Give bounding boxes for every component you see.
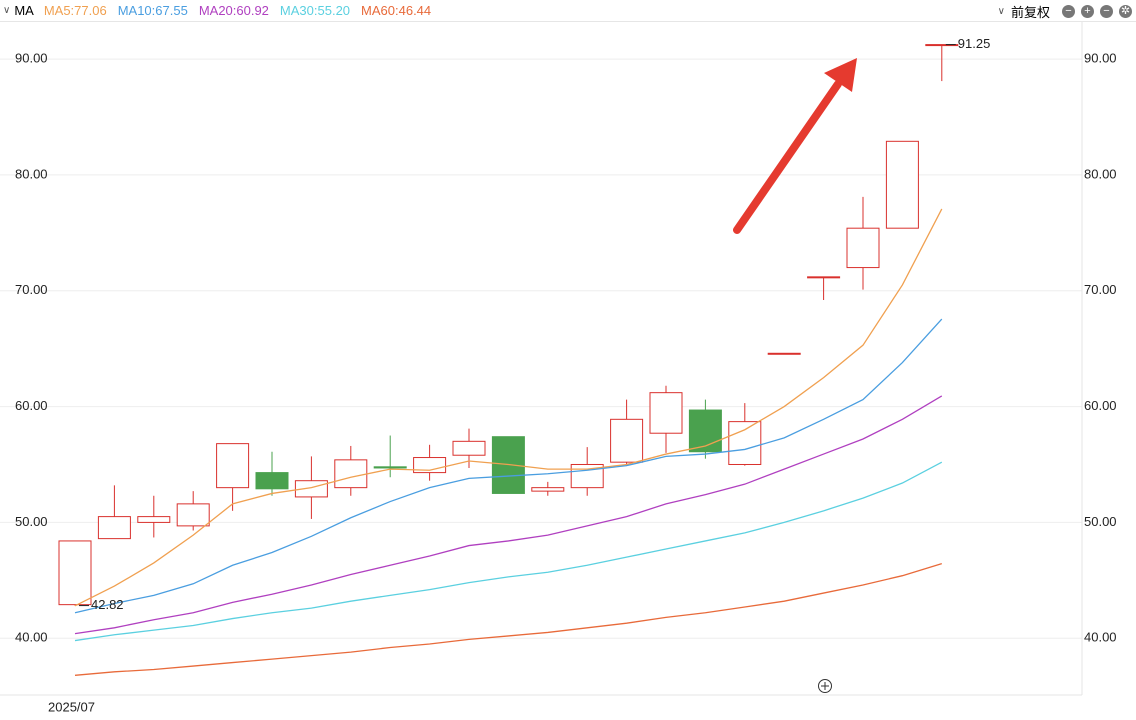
candle-body (216, 443, 250, 489)
legend: MA5:77.06 MA10:67.55 MA20:60.92 MA30:55.20 M… (44, 3, 442, 18)
ma-line (74, 563, 942, 676)
candle (688, 399, 722, 459)
legend-entry: MA30:55.20 (279, 3, 351, 18)
candle-body (610, 418, 644, 463)
candle (846, 196, 880, 290)
candle (925, 44, 959, 82)
zoom-out[interactable]: − (1062, 4, 1075, 18)
y-tick-label: 90.00 (15, 51, 48, 66)
zoom-in[interactable]: + (1081, 4, 1094, 18)
settings[interactable]: ✲ (1119, 4, 1132, 18)
candle-body (176, 503, 210, 527)
candle (176, 491, 210, 531)
candle (334, 445, 368, 496)
x-tick-label: 2025/07 (48, 699, 95, 714)
candle (58, 540, 92, 606)
y-tick-label: 80.00 (15, 166, 48, 181)
ma-line (74, 461, 943, 642)
candle-body (334, 459, 368, 489)
candle (807, 276, 841, 301)
candle-body (570, 463, 604, 489)
ma-line (74, 395, 943, 635)
candle-body (452, 440, 486, 456)
y-tick-label: 40.00 (15, 630, 48, 645)
candle (255, 451, 289, 496)
candle-body (885, 140, 919, 229)
candle (531, 481, 565, 496)
ma-line (74, 208, 943, 607)
candle-body (767, 352, 801, 355)
arrow (733, 58, 857, 234)
candle (294, 456, 328, 519)
y-tick-label-right: 60.00 (1084, 398, 1117, 413)
candle-body (137, 516, 171, 523)
candle-body (294, 480, 328, 498)
candle (728, 403, 762, 466)
candle (137, 495, 171, 538)
candle (767, 352, 801, 355)
adjust-caret[interactable]: ∨ (997, 5, 1005, 17)
candle-body (649, 392, 683, 434)
legend-entry: MA60:46.44 (361, 3, 432, 18)
candle-body (846, 227, 880, 269)
y-tick-label-right: 90.00 (1084, 51, 1117, 66)
y-tick-label-right: 80.00 (1084, 166, 1117, 181)
candle-body (58, 540, 92, 606)
candle (570, 447, 604, 496)
y-tick-label-right: 40.00 (1084, 630, 1117, 645)
y-tick-label-right: 50.00 (1084, 514, 1117, 529)
candle-body (97, 516, 131, 540)
ma-line (74, 318, 943, 614)
candle (452, 428, 486, 468)
candle-body (255, 472, 289, 490)
y-tick-label: 60.00 (15, 398, 48, 413)
candle (649, 385, 683, 453)
candle-body (925, 44, 959, 47)
low-label: 42.82 (91, 597, 124, 612)
candle (413, 444, 447, 481)
reset[interactable]: − (1100, 4, 1113, 18)
candle-body (728, 421, 762, 465)
menu-label[interactable]: MA (14, 3, 34, 18)
y-tick-label: 70.00 (15, 282, 48, 297)
candle-body (373, 466, 407, 469)
toolbar: ∨ 前复权 − + − ✲ (998, 0, 1136, 22)
candle-body (688, 409, 722, 453)
candle (97, 485, 131, 540)
legend-entry: MA5:77.06 (43, 3, 107, 18)
y-tick-label-right: 70.00 (1084, 282, 1117, 297)
candle (610, 399, 644, 466)
legend-entry: MA10:67.55 (117, 3, 188, 18)
menu-caret[interactable]: ∨ (3, 5, 11, 16)
candle-body (807, 276, 841, 279)
candle-body (531, 487, 565, 492)
high-label: 91.25 (958, 36, 991, 51)
candle (216, 443, 250, 511)
y-tick-label: 50.00 (15, 514, 48, 529)
legend-entry: MA20:60.92 (198, 3, 269, 18)
candle (885, 140, 919, 229)
crosshair-icon[interactable] (818, 679, 832, 693)
top-bar: ∨ MA MA5:77.06 MA10:67.55 MA20:60.92 MA30:5… (0, 0, 1136, 22)
adjust-label[interactable]: 前复权 (1010, 4, 1050, 20)
